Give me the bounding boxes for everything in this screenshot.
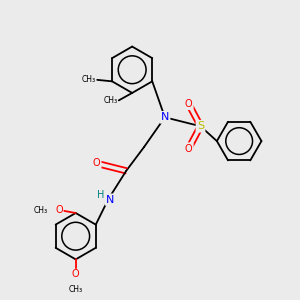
Text: S: S [197,121,204,131]
Text: CH₃: CH₃ [103,96,117,105]
Text: CH₃: CH₃ [82,75,96,84]
Text: O: O [72,269,80,279]
Text: CH₃: CH₃ [34,206,48,214]
Text: O: O [56,205,63,215]
Text: N: N [161,112,169,122]
Text: O: O [185,99,193,109]
Text: O: O [185,143,193,154]
Text: H: H [97,190,105,200]
Text: CH₃: CH₃ [69,285,83,294]
Text: O: O [93,158,100,168]
Text: N: N [106,195,114,205]
